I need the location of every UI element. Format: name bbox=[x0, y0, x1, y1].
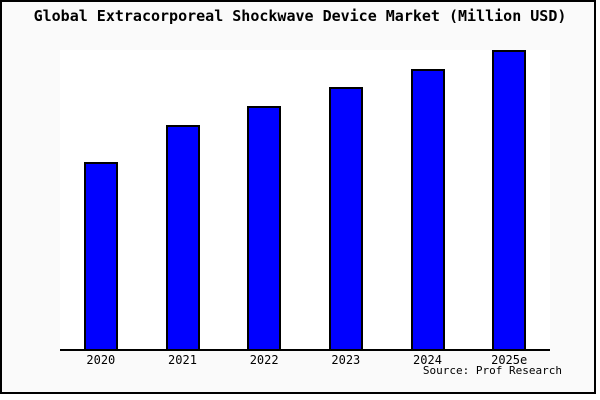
bar-2022 bbox=[247, 106, 282, 349]
bar-2023 bbox=[328, 87, 363, 349]
x-axis-label-2021: 2021 bbox=[168, 353, 197, 367]
source-label: Source: Prof Research bbox=[422, 364, 562, 377]
x-axis-label-2020: 2020 bbox=[86, 353, 116, 367]
bar-2025e bbox=[492, 50, 527, 349]
x-axis-label-2025e: 2025e bbox=[491, 353, 528, 367]
x-axis-label-2023: 2023 bbox=[331, 353, 361, 367]
x-axis-label-2024: 2024 bbox=[413, 353, 442, 367]
bar-2024 bbox=[410, 69, 445, 349]
x-axis-label-2022: 2022 bbox=[249, 353, 279, 367]
chart-title: Global Extracorporeal Shockwave Device M… bbox=[33, 7, 567, 25]
plot-area bbox=[60, 50, 550, 351]
bar-2020 bbox=[83, 162, 118, 349]
bar-2021 bbox=[165, 125, 200, 349]
